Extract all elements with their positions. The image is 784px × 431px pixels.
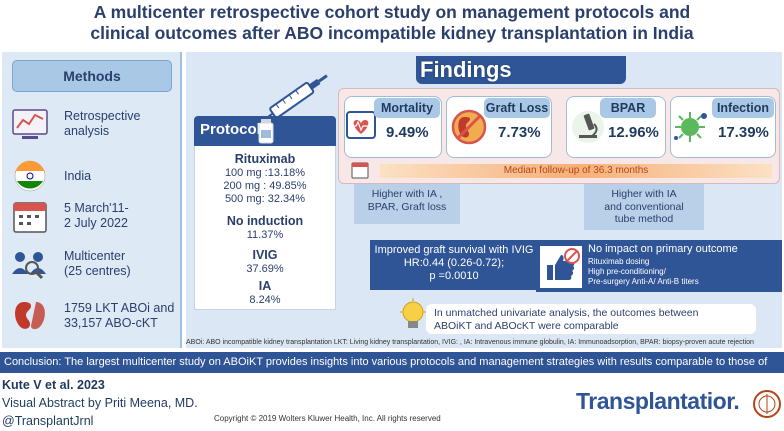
outcome-label-mortality: Mortality — [374, 98, 440, 118]
page-title: A multicenter retrospective cohort study… — [0, 2, 784, 44]
method-text-3b: 2 July 2022 — [64, 216, 128, 230]
ivig-line-1: Improved graft survival with IVIG — [374, 244, 534, 256]
heart-monitor-icon — [346, 111, 376, 139]
method-text-2: India — [64, 168, 92, 183]
protocol-ia-value: 8.24% — [249, 294, 281, 306]
protocol-rituximab-dose-200: 200 mg : 49.85% — [223, 180, 307, 192]
kidney-cross-icon — [451, 109, 487, 145]
society-logo-icon — [753, 390, 781, 418]
method-item-country: India — [10, 156, 182, 196]
no-impact-line-1: Rituximab dosing — [588, 257, 650, 266]
method-text-1a: Retrospective — [64, 109, 141, 123]
method-item-patients: 1759 LKT ABOi and 33,157 ABO-cKT — [10, 296, 182, 336]
unmatched-analysis-box: In unmatched univariate analysis, the ou… — [426, 304, 756, 334]
method-text-5b: 33,157 ABO-cKT — [64, 316, 158, 330]
outcome-value-mortality: 9.49% — [386, 124, 429, 141]
protocol-header-label: Protocol — [200, 121, 261, 138]
note-higher-with-ia-right: Higher with IA and conventional tube met… — [584, 184, 704, 230]
india-flag-icon — [14, 160, 46, 192]
microscope-icon — [572, 111, 604, 143]
small-calendar-icon — [351, 162, 369, 179]
title-line-1: A multicenter retrospective cohort study… — [93, 2, 691, 22]
lightbulb-icon — [400, 298, 426, 328]
twitter-handle[interactable]: @TransplantJrnl — [2, 414, 94, 428]
protocol-rituximab-dose-500: 500 mg: 32.34% — [224, 193, 306, 205]
vial-icon — [258, 119, 274, 144]
visual-abstract-credit: Visual Abstract by Priti Meena, MD. — [2, 396, 198, 410]
kidney-icon — [15, 302, 45, 330]
method-text-3a: 5 March'11- — [64, 201, 129, 215]
outcome-value-bpar: 12.96% — [608, 124, 659, 141]
protocol-ivig-label: IVIG — [252, 248, 278, 262]
abbreviations: ABOi: ABO incompatible kidney transplant… — [186, 339, 754, 346]
no-like-icon — [540, 246, 582, 288]
author-citation: Kute V et al. 2023 — [2, 378, 105, 392]
method-text-1b: analysis — [64, 124, 110, 138]
outcome-label-bpar: BPAR — [600, 98, 656, 118]
unmatched-line-2: ABOiKT and ABOcKT were comparable — [434, 320, 619, 332]
method-item-retrospective: Retrospective analysis — [10, 104, 182, 144]
copyright-notice: Copyright © 2019 Wolters Kluwer Health, … — [214, 414, 441, 423]
ivig-line-2: HR:0.44 (0.26-0.72); — [403, 257, 505, 269]
no-impact-header: No impact on primary outcome — [588, 243, 738, 255]
note-right-line-2: and conventional — [604, 200, 684, 213]
protocol-panel — [194, 120, 336, 310]
protocol-ia-label: IA — [258, 279, 272, 293]
note-right-line-1: Higher with IA — [611, 188, 677, 200]
title-line-2: clinical outcomes after ABO incompatible… — [90, 23, 694, 43]
methods-panel: Methods Retrospective analysis India 5 — [2, 52, 182, 348]
method-item-centres: Multicenter (25 centres) — [10, 244, 182, 284]
conclusion-bar: Conclusion: The largest multicenter stud… — [0, 352, 784, 389]
protocol-rituximab-label: Rituximab — [234, 152, 296, 166]
outcome-value-graft-loss: 7.73% — [498, 124, 541, 141]
no-impact-line-3: Pre-surgery Anti-A/ Anti-B titers — [588, 277, 699, 286]
follow-up-banner: Median follow-up of 36.3 months — [380, 164, 772, 178]
protocol-ivig-value: 37.69% — [246, 263, 284, 275]
ivig-line-3: p =0.0010 — [429, 270, 479, 282]
note-left-line-2: BPAR, Graft loss — [367, 200, 447, 213]
note-left-line-1: Higher with IA , — [371, 188, 443, 200]
unmatched-line-1: In unmatched univariate analysis, the ou… — [434, 307, 699, 319]
outcome-label-infection: Infection — [712, 98, 774, 118]
calendar-icon — [13, 202, 47, 233]
method-text-4b: (25 centres) — [64, 264, 131, 278]
journal-brand: Transplantatior. — [576, 388, 740, 414]
note-higher-with-ia-left: Higher with IA , BPAR, Graft loss — [354, 184, 460, 224]
findings-title: Findings — [420, 57, 512, 82]
people-search-icon — [12, 252, 46, 280]
protocol-rituximab-dose-100: 100 mg :13.18% — [224, 167, 306, 179]
virus-icon — [674, 112, 707, 142]
no-impact-line-2: High pre-conditioning/ — [588, 267, 666, 276]
syringe-icon — [264, 74, 328, 121]
no-impact-box: No impact on primary outcome Rituximab d… — [536, 240, 782, 292]
note-right-line-3: tube method — [614, 213, 674, 225]
no-impact-text: Rituximab dosing High pre-conditioning/ … — [588, 257, 699, 287]
outcome-value-infection: 17.39% — [718, 124, 769, 141]
method-text-5a: 1759 LKT ABOi and — [64, 301, 175, 315]
method-item-dates: 5 March'11- 2 July 2022 — [10, 196, 182, 236]
protocol-no-induction-value: 11.37% — [246, 229, 284, 241]
outcome-label-graft-loss: Graft Loss — [484, 98, 550, 118]
protocol-no-induction-label: No induction — [226, 214, 304, 228]
findings-title-bg — [416, 56, 626, 84]
chart-report-icon — [12, 109, 48, 139]
method-text-4a: Multicenter — [64, 249, 126, 263]
methods-header: Methods — [12, 60, 172, 92]
ivig-survival-box: Improved graft survival with IVIG HR:0.4… — [370, 240, 538, 290]
